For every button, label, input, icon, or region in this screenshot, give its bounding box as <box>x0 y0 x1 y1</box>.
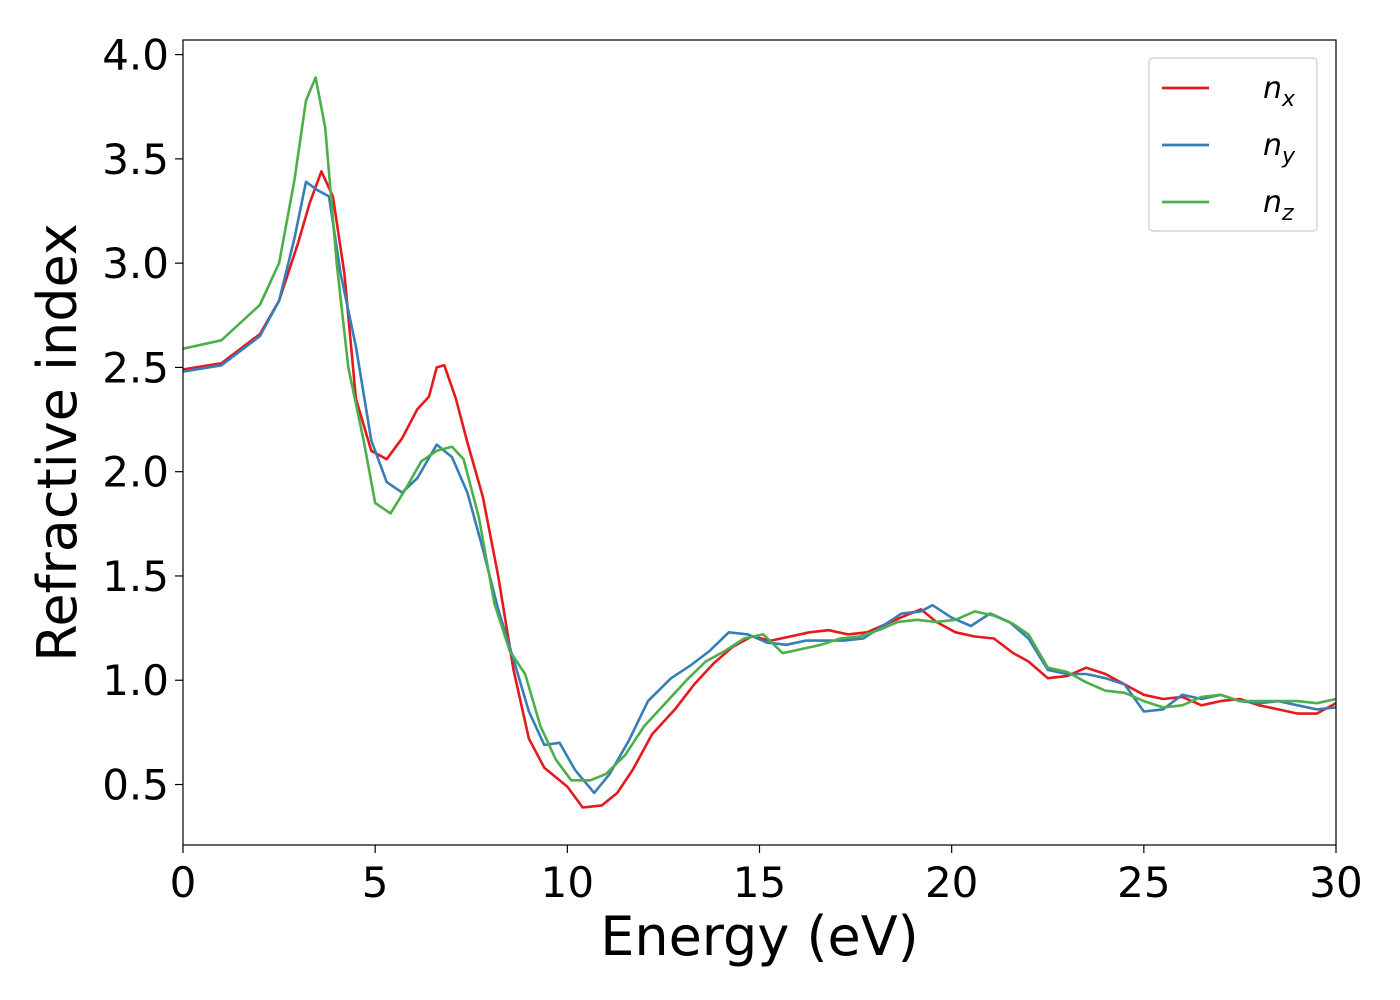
series-layer <box>183 76 1336 809</box>
series-line-x <box>183 170 1336 809</box>
y-tick-label: 2.0 <box>102 448 169 497</box>
y-tick-label: 3.0 <box>102 239 169 288</box>
plot-area <box>182 39 1337 846</box>
y-tick-label: 1.5 <box>102 552 169 601</box>
y-tick-label: 4.0 <box>102 31 169 80</box>
legend-box <box>1148 57 1318 232</box>
x-tick-label: 25 <box>1117 858 1170 907</box>
x-axis-label: Energy (eV) <box>600 905 919 968</box>
legend: nx ny nz <box>1148 57 1318 232</box>
legend-label-y: ny <box>1263 128 1296 169</box>
series-line-z <box>183 76 1336 782</box>
legend-label-z: nz <box>1263 185 1294 226</box>
y-axis-ticks: 0.5 1.0 1.5 2.0 2.5 3.0 3.5 4.0 <box>102 31 183 810</box>
y-tick-label: 2.5 <box>102 343 169 392</box>
x-axis-ticks: 0 5 10 15 20 25 30 <box>170 845 1363 907</box>
x-tick-label: 0 <box>170 858 197 907</box>
x-tick-label: 10 <box>541 858 594 907</box>
y-axis-label: Refractive index <box>26 223 89 662</box>
y-tick-label: 3.5 <box>102 135 169 184</box>
legend-label-x: nx <box>1263 71 1296 112</box>
x-tick-label: 20 <box>925 858 978 907</box>
y-tick-label: 1.0 <box>102 656 169 705</box>
x-tick-label: 15 <box>733 858 786 907</box>
x-tick-label: 5 <box>362 858 389 907</box>
y-tick-label: 0.5 <box>102 761 169 810</box>
x-tick-label: 30 <box>1309 858 1362 907</box>
